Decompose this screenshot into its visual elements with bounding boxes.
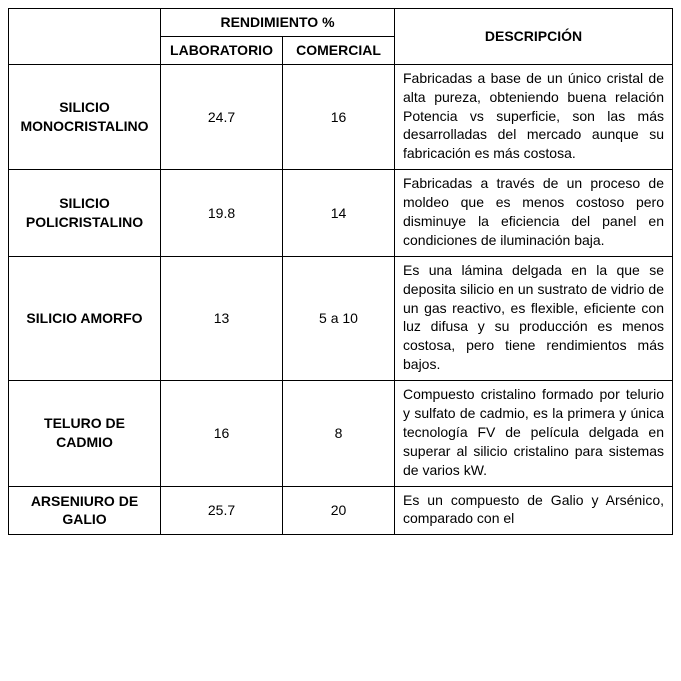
comercial-header: COMERCIAL bbox=[283, 36, 395, 64]
rendimiento-header: RENDIMIENTO % bbox=[161, 9, 395, 37]
lab-cell: 16 bbox=[161, 381, 283, 486]
corner-empty-header bbox=[9, 9, 161, 65]
desc-cell: Fabricadas a través de un proceso de mol… bbox=[395, 170, 673, 257]
lab-cell: 19.8 bbox=[161, 170, 283, 257]
com-cell: 5 a 10 bbox=[283, 256, 395, 380]
table-row: SILICIO POLICRISTALINO 19.8 14 Fabricada… bbox=[9, 170, 673, 257]
material-cell: SILICIO POLICRISTALINO bbox=[9, 170, 161, 257]
com-cell: 14 bbox=[283, 170, 395, 257]
material-cell: SILICIO AMORFO bbox=[9, 256, 161, 380]
material-cell: SILICIO MONOCRISTALINO bbox=[9, 64, 161, 169]
desc-cell: Es una lámina delgada en la que se depos… bbox=[395, 256, 673, 380]
header-row-1: RENDIMIENTO % DESCRIPCIÓN bbox=[9, 9, 673, 37]
performance-table: RENDIMIENTO % DESCRIPCIÓN LABORATORIO CO… bbox=[8, 8, 673, 535]
descripcion-header: DESCRIPCIÓN bbox=[395, 9, 673, 65]
lab-cell: 24.7 bbox=[161, 64, 283, 169]
material-cell: ARSENIURO DE GALIO bbox=[9, 486, 161, 535]
desc-cell: Compuesto cristalino formado por telurio… bbox=[395, 381, 673, 486]
com-cell: 20 bbox=[283, 486, 395, 535]
table-row: ARSENIURO DE GALIO 25.7 20 Es un compues… bbox=[9, 486, 673, 535]
material-cell: TELURO DE CADMIO bbox=[9, 381, 161, 486]
lab-cell: 25.7 bbox=[161, 486, 283, 535]
table-row: TELURO DE CADMIO 16 8 Compuesto cristali… bbox=[9, 381, 673, 486]
com-cell: 8 bbox=[283, 381, 395, 486]
desc-cell: Es un compuesto de Galio y Arsénico, com… bbox=[395, 486, 673, 535]
table-row: SILICIO MONOCRISTALINO 24.7 16 Fabricada… bbox=[9, 64, 673, 169]
desc-cell: Fabricadas a base de un único cristal de… bbox=[395, 64, 673, 169]
laboratorio-header: LABORATORIO bbox=[161, 36, 283, 64]
table-row: SILICIO AMORFO 13 5 a 10 Es una lámina d… bbox=[9, 256, 673, 380]
com-cell: 16 bbox=[283, 64, 395, 169]
lab-cell: 13 bbox=[161, 256, 283, 380]
